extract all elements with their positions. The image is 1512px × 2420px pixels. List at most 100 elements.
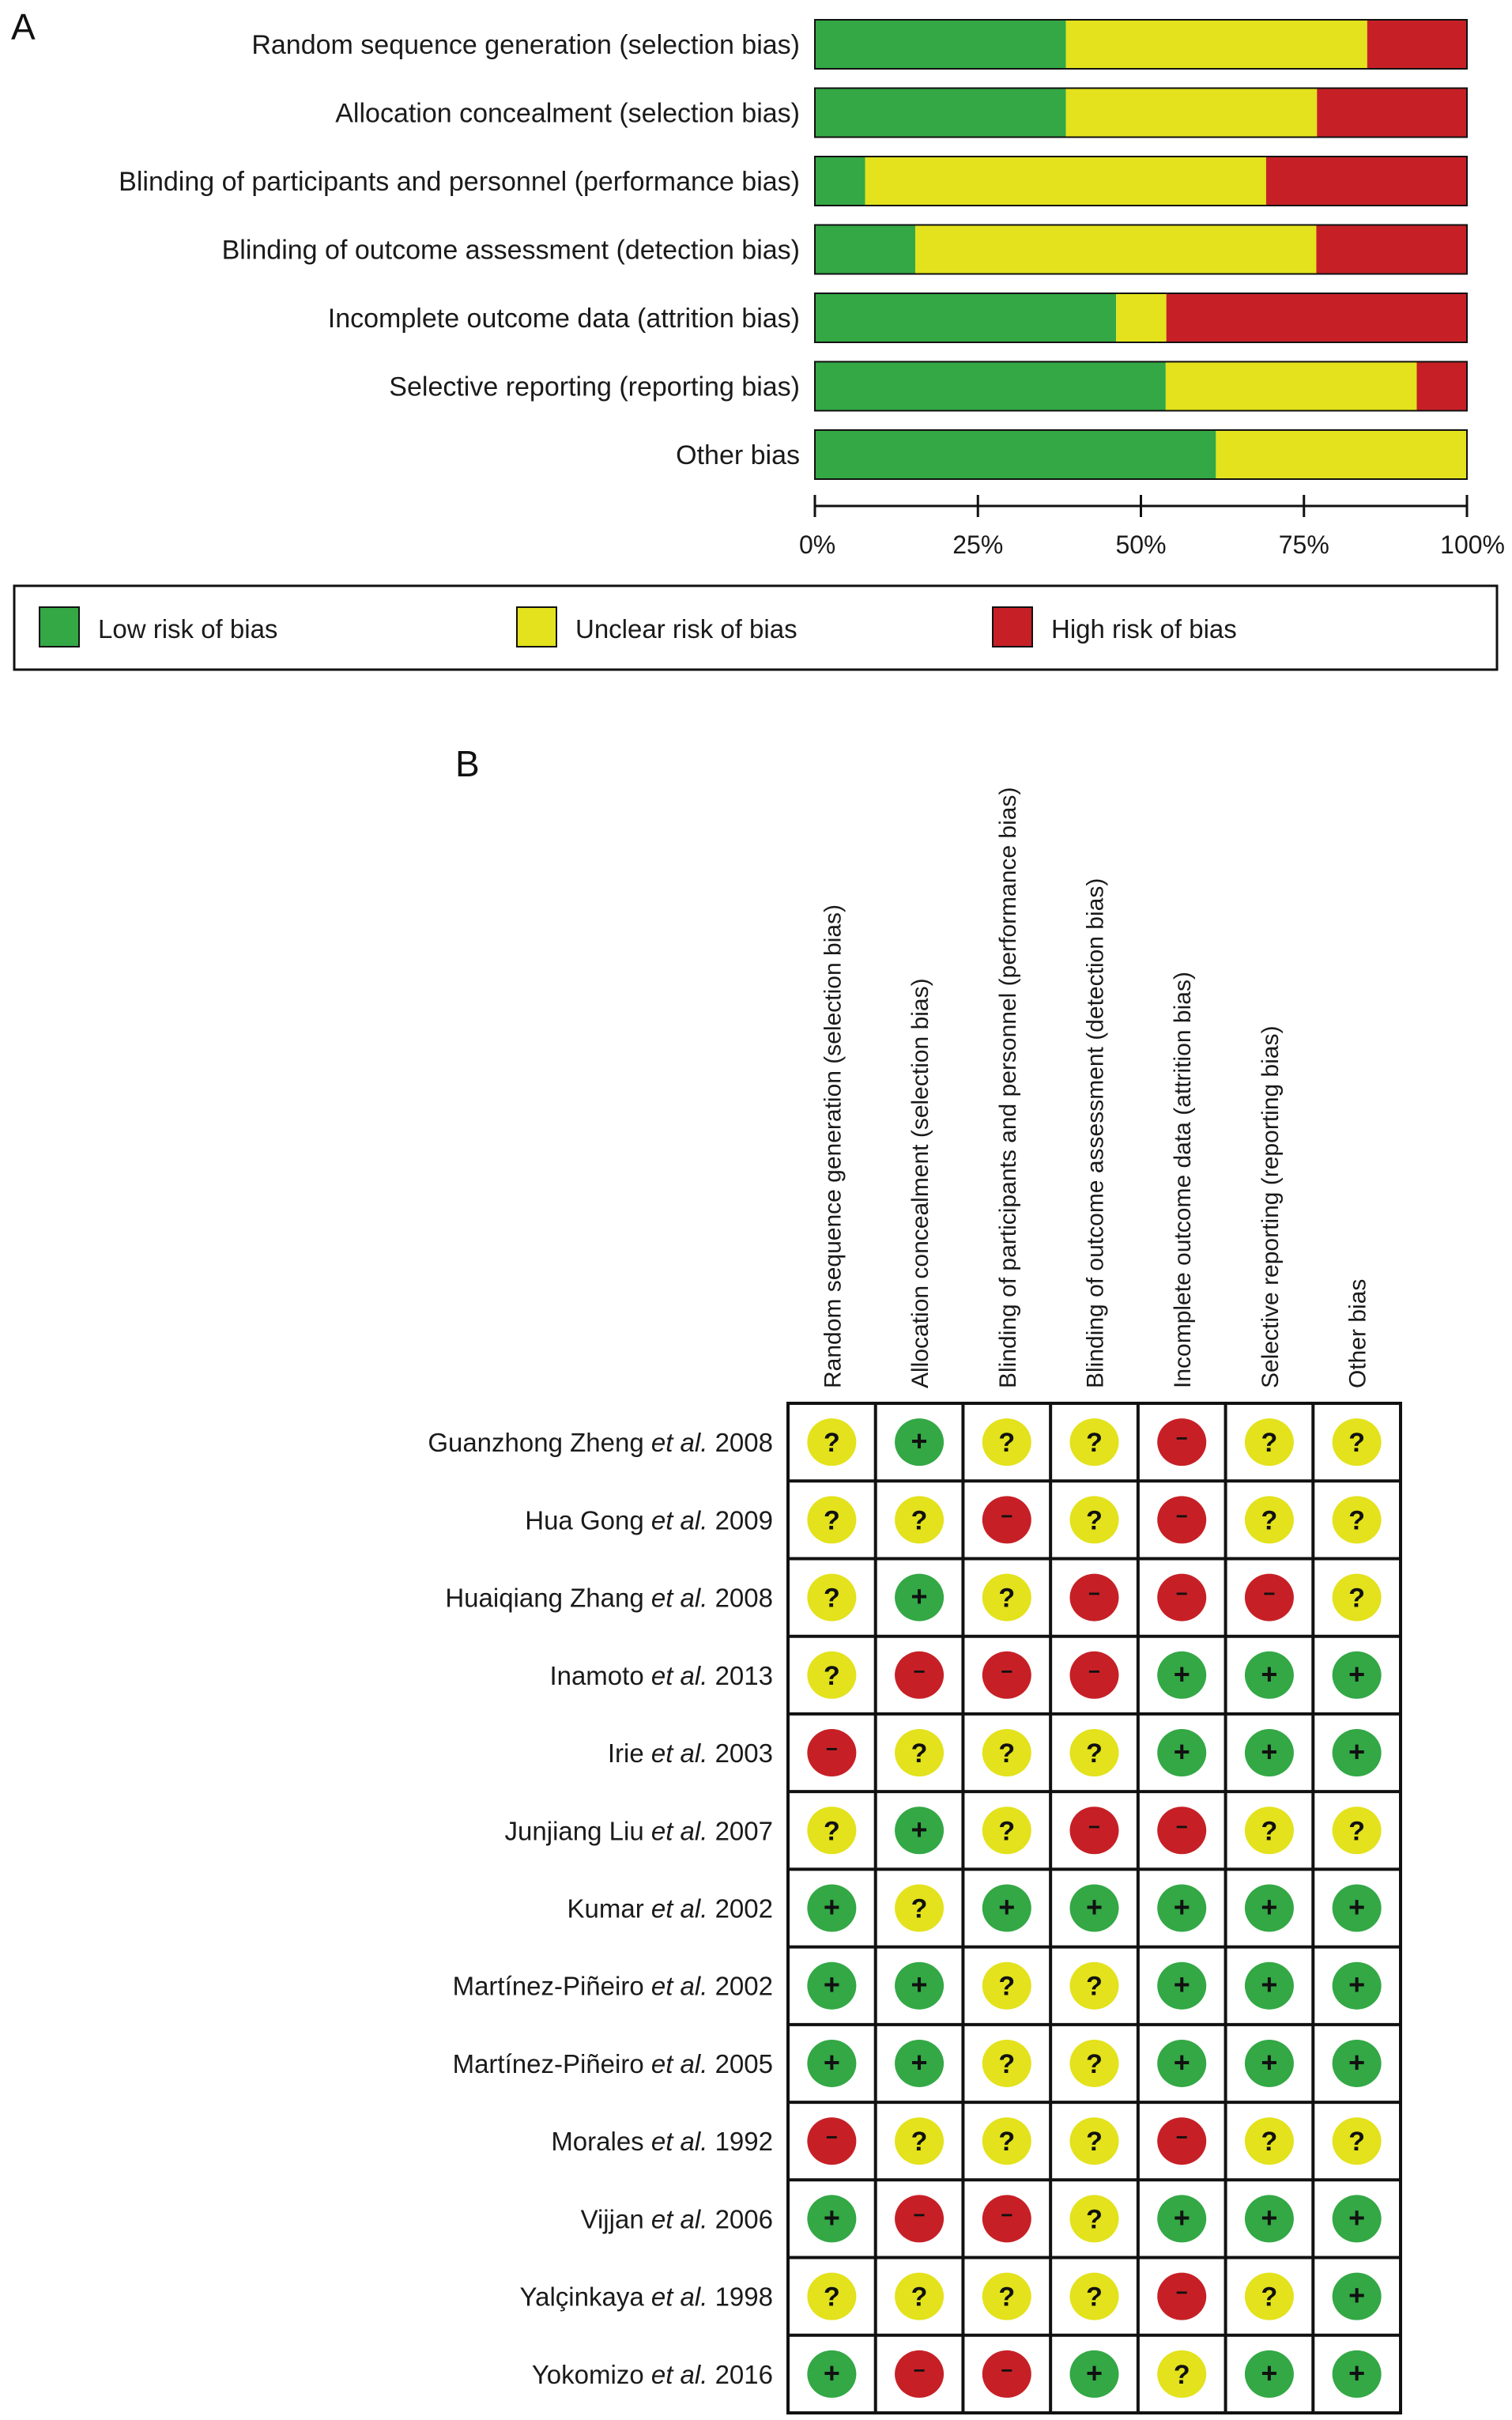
bar-segment-unclear [915,225,1317,274]
rating-circle-high [895,2195,945,2243]
rating-unclear: ? [1244,1807,1294,1855]
study-spacer [707,1584,715,1613]
rating-circle-high [1157,2272,1207,2320]
rating-symbol-high: − [1088,1814,1100,1838]
rating-symbol-unclear: ? [998,1584,1015,1614]
study-name: Hua Gong [525,1505,651,1535]
rating-symbol-unclear: ? [1348,1505,1365,1535]
rating-symbol-unclear: ? [824,1816,840,1846]
rating-symbol-unclear: ? [911,2127,928,2157]
rating-circle-high [982,1651,1031,1699]
rating-symbol-unclear: ? [998,1428,1015,1458]
rating-unclear: ? [807,1651,857,1699]
study-year: 1998 [715,2282,773,2312]
rating-unclear: ? [807,2272,857,2320]
rating-symbol-high: − [1088,1659,1100,1683]
rating-symbol-high: − [826,1737,838,1761]
rating-high: − [1157,1496,1207,1544]
rating-low: + [1157,1884,1207,1932]
rating-symbol-high: − [826,2125,838,2149]
rating-high: − [982,2350,1031,2398]
rating-symbol-low: + [824,2357,840,2389]
rating-symbol-low: + [1261,2046,1277,2078]
rating-symbol-unclear: ? [1348,2127,1365,2157]
rating-symbol-low: + [1348,1735,1365,1768]
rating-circle-high [1244,1573,1294,1622]
bar-segment-unclear [865,157,1266,206]
rating-circle-low [807,2195,857,2243]
study-etal: et al. [651,2360,708,2389]
study-year: 2009 [715,1505,773,1535]
bar-segment-low [815,20,1066,69]
rating-circle-high [1157,1807,1207,1855]
rating-low: + [1332,1729,1382,1777]
rating-circle-unclear [982,2117,1031,2165]
rating-high: − [982,1651,1031,1699]
rating-circle-unclear [807,1418,857,1467]
rating-symbol-unclear: ? [998,1972,1015,2002]
rating-low: + [807,2195,857,2243]
study-etal: et al. [651,2204,708,2233]
study-etal: et al. [651,1428,708,1457]
rating-high: − [1069,1807,1119,1855]
rating-symbol-low: + [1261,1658,1277,1690]
category-label: Other bias [676,440,800,470]
rating-symbol-high: − [1263,1582,1275,1606]
rating-unclear: ? [1244,2272,1294,2320]
rating-symbol-unclear: ? [1261,1505,1278,1535]
rating-symbol-unclear: ? [1086,1428,1103,1458]
rating-unclear: ? [807,1573,857,1622]
study-spacer [707,2049,715,2078]
rating-symbol-low: + [1086,2357,1103,2389]
study-spacer [707,2282,715,2312]
rating-symbol-low: + [1348,2201,1365,2233]
rating-circle-high [807,1729,857,1777]
column-header: Incomplete outcome data (attrition bias) [1170,972,1196,1388]
bar-segment-unclear [1116,293,1167,342]
rating-unclear: ? [1069,2117,1119,2165]
study-name: Irie [608,1739,651,1768]
panel-a-label: A [11,6,36,47]
rating-circle-unclear [807,2272,857,2320]
rating-circle-unclear [895,1496,945,1544]
rating-circle-low [1332,2039,1382,2087]
rating-low: + [895,1961,945,2010]
study-year: 2008 [715,1584,773,1613]
column-header: Blinding of outcome assessment (detectio… [1083,878,1109,1388]
rating-low: + [1332,1651,1382,1699]
rating-circle-low [807,1961,857,2010]
rating-high: − [1069,1573,1119,1622]
rating-unclear: ? [1332,1573,1382,1622]
study-label: Yalçinkaya et al. 1998 [520,2282,773,2312]
legend-swatch-low [39,606,80,647]
rating-circle-low [807,2039,857,2087]
study-spacer [707,2360,715,2389]
rating-symbol-unclear: ? [1086,2127,1103,2157]
study-name: Morales [551,2127,651,2156]
rating-symbol-high: − [1176,1814,1188,1838]
rating-circle-high [982,1496,1031,1544]
rating-circle-high [895,1651,945,1699]
rating-circle-low [1244,2350,1294,2398]
rating-circle-unclear [807,1496,857,1544]
rating-circle-unclear [1244,2272,1294,2320]
rating-circle-low [1157,2195,1207,2243]
rating-high: − [982,2195,1031,2243]
rating-high: − [1157,2272,1207,2320]
rating-symbol-low: + [1348,2279,1365,2312]
rating-symbol-low: + [1174,2201,1190,2233]
rating-circle-low [895,2039,945,2087]
rating-symbol-low: + [1261,2201,1277,2233]
rating-circle-high [807,2117,857,2165]
rating-symbol-low: + [998,1891,1015,1924]
study-year: 2002 [715,1894,773,1924]
rating-symbol-low: + [911,1813,928,1845]
rating-symbol-high: − [1176,2125,1188,2149]
study-etal: et al. [651,1894,708,1924]
study-label: Guanzhong Zheng et al. 2008 [428,1428,773,1457]
bar-outline [814,361,1468,412]
category-label: Allocation concealment (selection bias) [335,99,800,129]
rating-low: + [1244,1729,1294,1777]
rating-symbol-low: + [824,1891,840,1924]
rating-circle-low [1244,1884,1294,1932]
